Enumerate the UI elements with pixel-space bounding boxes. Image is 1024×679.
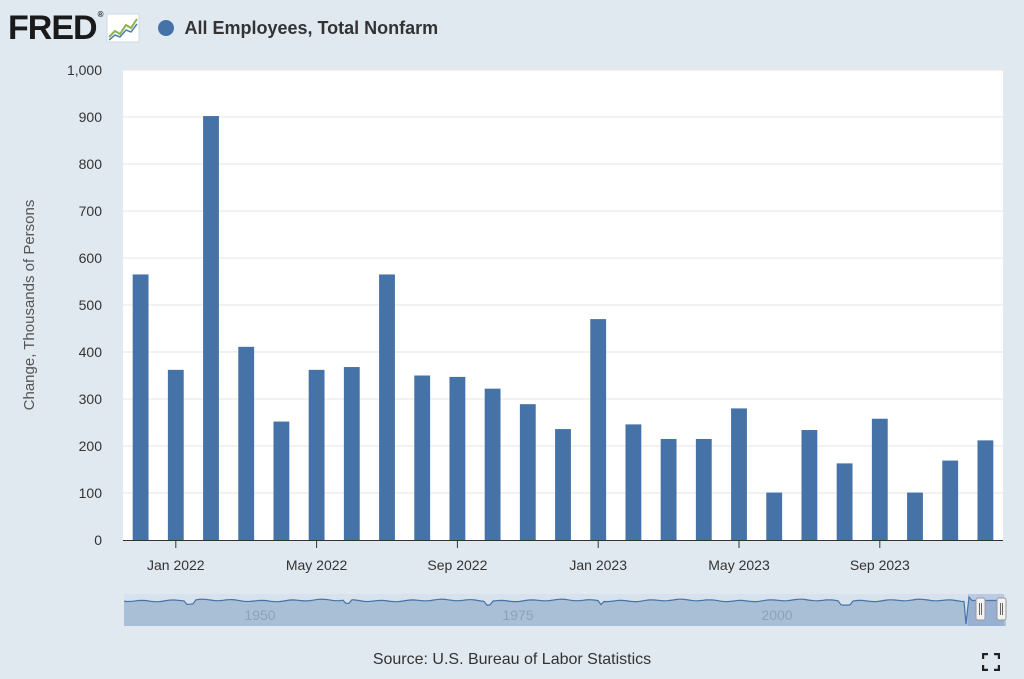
- navigator-series-area: [124, 597, 1006, 626]
- series-legend-marker: [158, 20, 175, 36]
- bar[interactable]: [907, 492, 923, 540]
- x-tick-label: May 2023: [708, 557, 770, 573]
- y-tick-label: 600: [79, 250, 103, 266]
- fred-logo[interactable]: FRED®: [8, 9, 103, 47]
- series-title: All Employees, Total Nonfarm: [184, 17, 439, 38]
- navigator[interactable]: 1950 1975 2000: [123, 594, 1007, 626]
- bar[interactable]: [273, 421, 290, 540]
- x-tick-label: Jan 2023: [569, 557, 627, 573]
- y-axis-label: Change, Thousands of Persons: [21, 200, 38, 411]
- bar[interactable]: [731, 408, 747, 540]
- bar[interactable]: [167, 369, 184, 540]
- bar[interactable]: [132, 274, 149, 540]
- bar[interactable]: [484, 388, 501, 540]
- bar[interactable]: [203, 116, 219, 540]
- x-tick-label: Jan 2022: [147, 557, 205, 573]
- navigator-series-line: [123, 595, 1004, 625]
- bar[interactable]: [519, 404, 536, 540]
- y-tick-label: 0: [94, 532, 102, 548]
- y-tick-label: 200: [79, 438, 103, 454]
- bar[interactable]: [766, 492, 783, 540]
- bar[interactable]: [836, 463, 853, 540]
- bar[interactable]: [942, 460, 959, 540]
- fullscreen-icon[interactable]: [982, 653, 1000, 671]
- bar[interactable]: [238, 346, 255, 540]
- navigator-year-label: 1975: [502, 607, 533, 623]
- bar[interactable]: [555, 429, 571, 540]
- bar[interactable]: [977, 440, 994, 540]
- y-tick-label: 1,000: [67, 62, 102, 78]
- y-tick-label: 400: [79, 344, 103, 360]
- y-tick-label: 100: [79, 485, 103, 501]
- bar[interactable]: [414, 375, 431, 541]
- y-tick-label: 500: [79, 297, 103, 313]
- bar[interactable]: [308, 369, 325, 540]
- navigator-left-handle[interactable]: [975, 597, 986, 621]
- y-tick-label: 700: [79, 203, 103, 219]
- navigator-year-label: 2000: [761, 607, 792, 623]
- source-note: Source: U.S. Bureau of Labor Statistics: [372, 651, 652, 668]
- navigator-right-handle[interactable]: [996, 597, 1007, 621]
- y-tick-label: 900: [79, 109, 103, 125]
- bar[interactable]: [590, 319, 607, 540]
- bar[interactable]: [695, 438, 712, 540]
- chart-header: FRED® All Employees, Total Nonfarm: [8, 8, 438, 48]
- bar[interactable]: [379, 274, 395, 540]
- navigator-year-label: 1950: [244, 607, 275, 623]
- chart: 0 100 200 300 400 500 600 700 800 900 1,000 Jan 202…: [21, 62, 1007, 626]
- bar[interactable]: [660, 438, 677, 540]
- bar[interactable]: [625, 424, 642, 540]
- x-tick-label: Sep 2022: [427, 557, 487, 573]
- y-tick-label: 300: [79, 391, 103, 407]
- bar[interactable]: [343, 367, 360, 540]
- x-tick-label: May 2022: [286, 557, 348, 573]
- bar[interactable]: [449, 376, 466, 540]
- y-tick-label: 800: [79, 156, 103, 172]
- fred-graph-icon: [106, 13, 140, 43]
- bar[interactable]: [801, 430, 818, 540]
- x-tick-label: Sep 2023: [850, 557, 910, 573]
- bar[interactable]: [871, 418, 888, 540]
